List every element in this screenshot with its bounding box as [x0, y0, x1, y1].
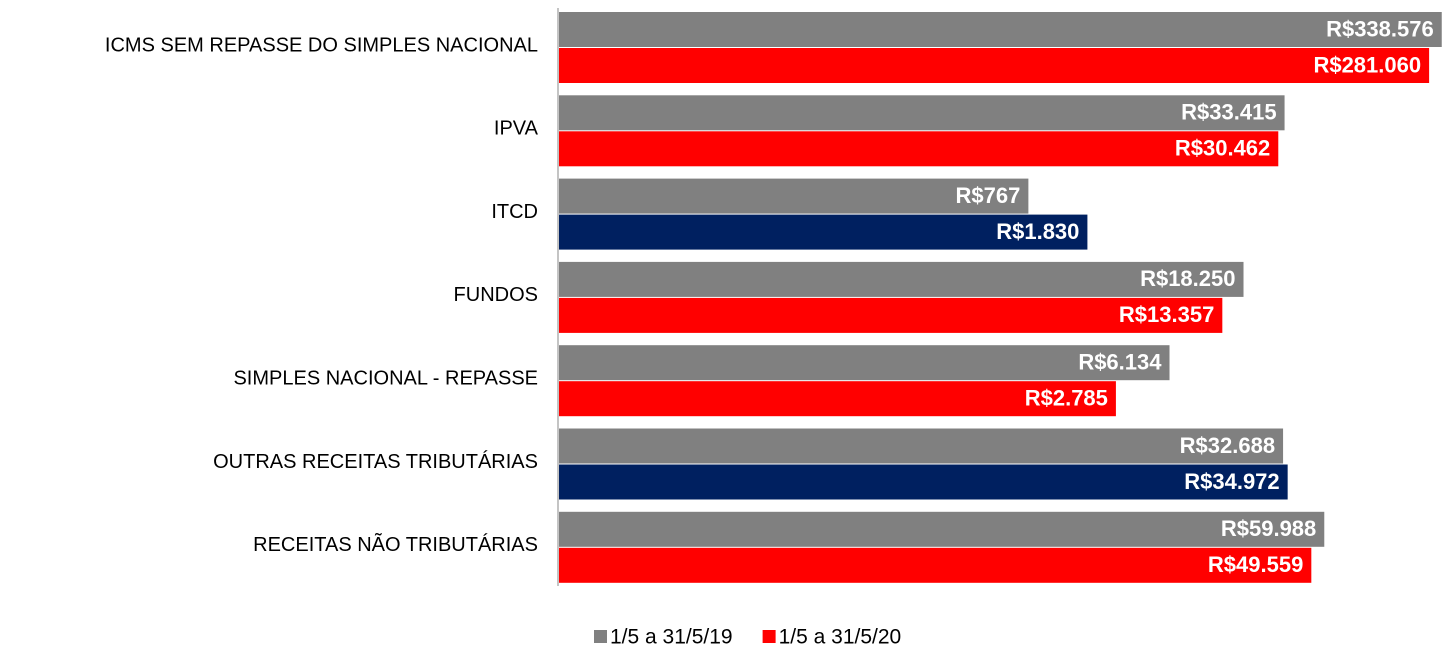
legend-swatch [594, 630, 607, 643]
value-label: R$32.688 [1180, 433, 1275, 458]
value-label: R$2.785 [1025, 386, 1108, 411]
category-label: SIMPLES NACIONAL - REPASSE [233, 367, 538, 389]
category-label: ITCD [491, 201, 538, 223]
bar [559, 131, 1279, 167]
value-label: R$59.988 [1221, 516, 1316, 541]
value-label: R$49.559 [1208, 552, 1303, 577]
category-label: IPVA [494, 118, 539, 140]
bar [559, 214, 1088, 250]
value-label: R$13.357 [1119, 302, 1214, 327]
bar [559, 297, 1223, 333]
legend-label: 1/5 a 31/5/20 [779, 626, 902, 649]
bar [559, 12, 1442, 47]
bar [559, 48, 1430, 83]
value-label: R$33.415 [1181, 100, 1276, 125]
bar [559, 428, 1284, 464]
bar [559, 464, 1288, 500]
category-label: OUTRAS RECEITAS TRIBUTÁRIAS [213, 450, 538, 473]
bar [559, 511, 1325, 547]
value-label: R$30.462 [1175, 136, 1270, 161]
value-label: R$6.134 [1078, 350, 1162, 375]
category-label: RECEITAS NÃO TRIBUTÁRIAS [253, 532, 538, 556]
bar [559, 178, 1029, 214]
bar [559, 547, 1312, 583]
bar [559, 381, 1116, 417]
legend-swatch [762, 630, 776, 643]
bar [559, 95, 1285, 131]
value-label: R$338.576 [1326, 16, 1434, 41]
category-label: ICMS SEM REPASSE DO SIMPLES NACIONAL [105, 34, 538, 56]
bar [559, 261, 1244, 297]
value-label: R$767 [956, 183, 1021, 208]
value-label: R$34.972 [1184, 469, 1279, 494]
category-label: FUNDOS [454, 284, 538, 306]
value-label: R$1.830 [996, 219, 1079, 244]
value-label: R$281.060 [1313, 52, 1421, 77]
bar [559, 345, 1170, 381]
legend-label: 1/5 a 31/5/19 [610, 626, 733, 649]
value-label: R$18.250 [1140, 266, 1235, 291]
